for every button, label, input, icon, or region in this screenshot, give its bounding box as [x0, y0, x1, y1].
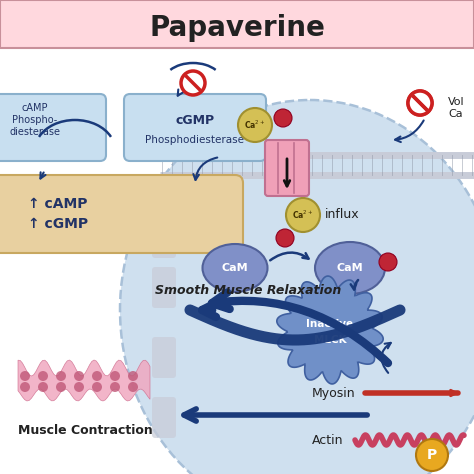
- Circle shape: [238, 108, 272, 142]
- Circle shape: [181, 71, 205, 95]
- Circle shape: [38, 382, 48, 392]
- Circle shape: [128, 371, 138, 381]
- Circle shape: [276, 229, 294, 247]
- Text: cGMP: cGMP: [175, 113, 215, 127]
- Circle shape: [20, 382, 30, 392]
- FancyBboxPatch shape: [0, 94, 106, 161]
- FancyBboxPatch shape: [152, 217, 176, 258]
- Polygon shape: [18, 360, 150, 401]
- Circle shape: [74, 382, 84, 392]
- Circle shape: [416, 439, 448, 471]
- Circle shape: [274, 109, 292, 127]
- Circle shape: [128, 382, 138, 392]
- Text: Myosin: Myosin: [312, 386, 356, 400]
- Circle shape: [110, 371, 120, 381]
- Circle shape: [110, 382, 120, 392]
- Ellipse shape: [120, 100, 474, 474]
- FancyBboxPatch shape: [0, 0, 474, 48]
- Text: cAMP
Phospho-
diesterase: cAMP Phospho- diesterase: [9, 103, 61, 137]
- Circle shape: [56, 371, 66, 381]
- Text: Muscle Contraction: Muscle Contraction: [18, 423, 153, 437]
- Circle shape: [20, 371, 30, 381]
- Text: Inactive: Inactive: [306, 319, 354, 329]
- Circle shape: [379, 253, 397, 271]
- Circle shape: [56, 382, 66, 392]
- Text: Actin: Actin: [312, 434, 344, 447]
- Text: Ca$^{2+}$: Ca$^{2+}$: [245, 119, 265, 131]
- FancyBboxPatch shape: [124, 94, 266, 161]
- FancyArrowPatch shape: [212, 292, 388, 363]
- Text: Vol
Ca: Vol Ca: [448, 97, 465, 119]
- Text: CaM: CaM: [222, 263, 248, 273]
- Circle shape: [286, 198, 320, 232]
- Circle shape: [38, 371, 48, 381]
- FancyBboxPatch shape: [265, 140, 309, 196]
- Text: Smooth Muscle Relaxation: Smooth Muscle Relaxation: [155, 283, 341, 297]
- Text: P: P: [427, 448, 437, 462]
- Text: influx: influx: [325, 209, 360, 221]
- FancyBboxPatch shape: [152, 267, 176, 308]
- Text: Ca$^{2+}$: Ca$^{2+}$: [292, 209, 314, 221]
- Text: ↑ cAMP: ↑ cAMP: [28, 197, 88, 211]
- FancyBboxPatch shape: [152, 397, 176, 438]
- Circle shape: [92, 371, 102, 381]
- Text: Phosphodiesterase: Phosphodiesterase: [146, 135, 245, 145]
- Circle shape: [408, 91, 432, 115]
- Text: CaM: CaM: [337, 263, 363, 273]
- Circle shape: [92, 382, 102, 392]
- Text: ↑ cGMP: ↑ cGMP: [28, 217, 88, 231]
- Ellipse shape: [315, 242, 385, 294]
- Polygon shape: [277, 276, 383, 384]
- FancyBboxPatch shape: [152, 337, 176, 378]
- Text: Papaverine: Papaverine: [149, 14, 325, 42]
- Circle shape: [74, 371, 84, 381]
- Circle shape: [408, 91, 432, 115]
- FancyBboxPatch shape: [0, 175, 243, 253]
- FancyArrowPatch shape: [184, 409, 367, 421]
- Text: MLCK: MLCK: [314, 335, 346, 345]
- Ellipse shape: [202, 244, 267, 292]
